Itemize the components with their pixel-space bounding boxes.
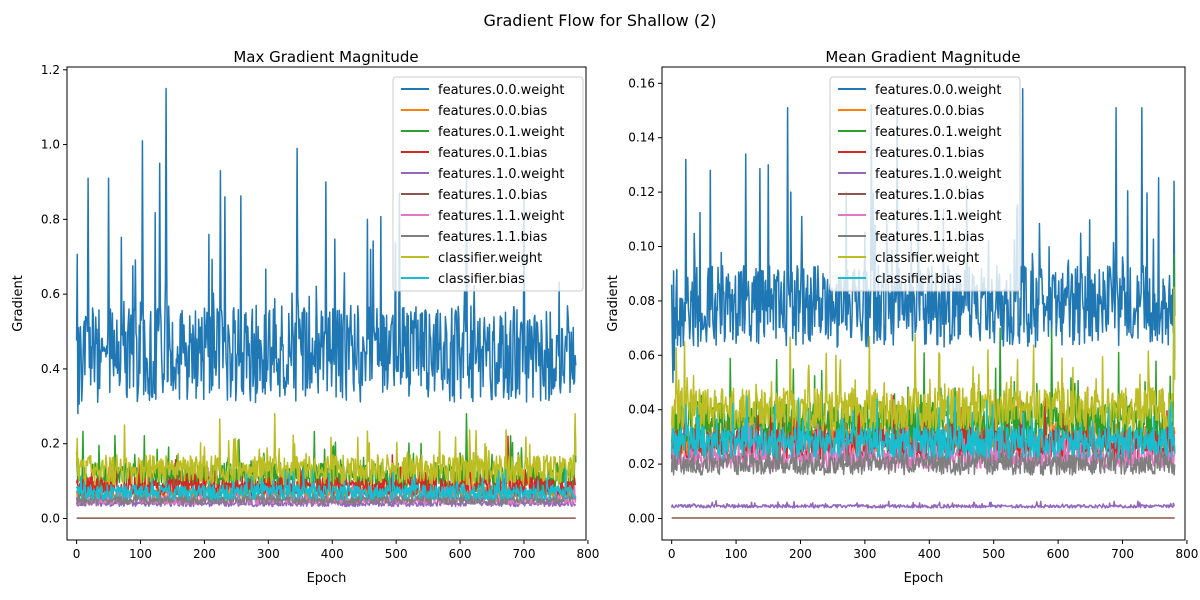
legend-label: features.1.1.weight [438,209,564,224]
x-tick-label: 400 [918,547,941,561]
series-line-classifier-bias [670,395,1176,460]
series-group [670,88,1176,519]
y-tick-label: 0.2 [41,437,60,451]
x-axis-label: Epoch [307,571,347,586]
y-tick-label: 0.6 [41,287,60,301]
legend-box [392,76,584,292]
y-tick-label: 0.4 [41,362,60,376]
legend-label: features.1.0.bias [875,188,984,203]
legend-label: features.1.1.weight [875,209,1001,224]
y-tick-label: 0.08 [628,294,655,308]
y-tick-label: 0.04 [628,403,655,417]
legend-box [829,76,1021,292]
y-tick-label: 0.14 [628,131,655,145]
x-tick-label: 300 [853,547,876,561]
x-tick-label: 0 [668,547,676,561]
x-tick-label: 700 [1111,547,1134,561]
mean-gradient-panel: Mean Gradient Magnitude 0 100 200 300 400 500 6… [606,48,1198,586]
plot-frame [66,66,587,541]
y-tick-label: 0.12 [628,185,655,199]
x-tick-label: 500 [982,547,1005,561]
y-tick-label: 0.00 [628,512,655,526]
x-tick-label: 100 [725,547,748,561]
series-line-features-1-1-bias [75,485,577,506]
legend-label: features.1.0.bias [438,188,547,203]
y-tick-label: 0.16 [628,76,655,90]
y-tick-label: 0.0 [41,512,60,526]
y-axis-label: Gradient [11,275,26,332]
x-tick-label: 700 [513,547,536,561]
legend-label: features.0.0.weight [875,83,1001,98]
series-line-features-1-0-weight [670,500,1175,509]
legend-label: features.1.0.weight [438,167,564,182]
y-tick-label: 0.06 [628,348,655,362]
x-tick-label: 500 [385,547,408,561]
series-line-features-1-1-bias [670,429,1176,476]
legend-label: features.1.1.bias [875,230,984,245]
x-tick-label: 800 [1175,547,1198,561]
max-gradient-panel: Max Gradient Magnitude 0 100 200 300 400 500 60… [11,48,599,586]
legend-label: features.0.1.bias [438,146,547,161]
legend-label: classifier.weight [438,251,542,266]
x-tick-label: 200 [789,547,812,561]
x-tick-label: 600 [449,547,472,561]
legend: features.0.0.weight features.0.0.bias feat… [392,76,584,292]
subplot-title: Max Gradient Magnitude [233,48,418,66]
x-tick-label: 0 [73,547,81,561]
series-line-classifier-bias [75,467,577,501]
x-tick-label: 600 [1047,547,1070,561]
legend-label: features.0.0.bias [438,104,547,119]
series-line-classifier-weight [670,286,1176,433]
legend-label: features.0.0.bias [875,104,984,119]
legend-label: classifier.bias [438,272,525,287]
y-tick-label: 0.02 [628,457,655,471]
legend-label: classifier.bias [875,272,962,287]
series-line-features-0-0-weight [670,88,1176,384]
legend-label: features.0.0.weight [438,83,564,98]
x-tick-label: 100 [129,547,152,561]
y-tick-label: 1.0 [41,138,60,152]
legend-label: classifier.weight [875,251,979,266]
y-tick-label: 0.10 [628,240,655,254]
series-line-features-0-0-weight [75,87,577,415]
y-tick-label: 1.2 [41,63,60,77]
legend-label: features.0.1.weight [438,125,564,140]
subplot-title: Mean Gradient Magnitude [825,48,1020,66]
y-axis-label: Gradient [606,275,621,332]
series-group [75,87,577,519]
legend: features.0.0.weight features.0.0.bias feat… [829,76,1021,292]
y-tick-label: 0.8 [41,212,60,226]
legend-label: features.0.1.bias [875,146,984,161]
plot-frame [661,66,1186,541]
series-line-classifier-weight [75,413,577,486]
legend-label: features.1.1.bias [438,230,547,245]
legend-label: features.1.0.weight [875,167,1001,182]
legend-label: features.0.1.weight [875,125,1001,140]
x-tick-label: 300 [257,547,280,561]
x-tick-label: 800 [576,547,599,561]
x-tick-label: 200 [193,547,216,561]
x-tick-label: 400 [321,547,344,561]
figure-title: Gradient Flow for Shallow (2) [483,11,716,30]
x-axis-label: Epoch [904,571,944,586]
